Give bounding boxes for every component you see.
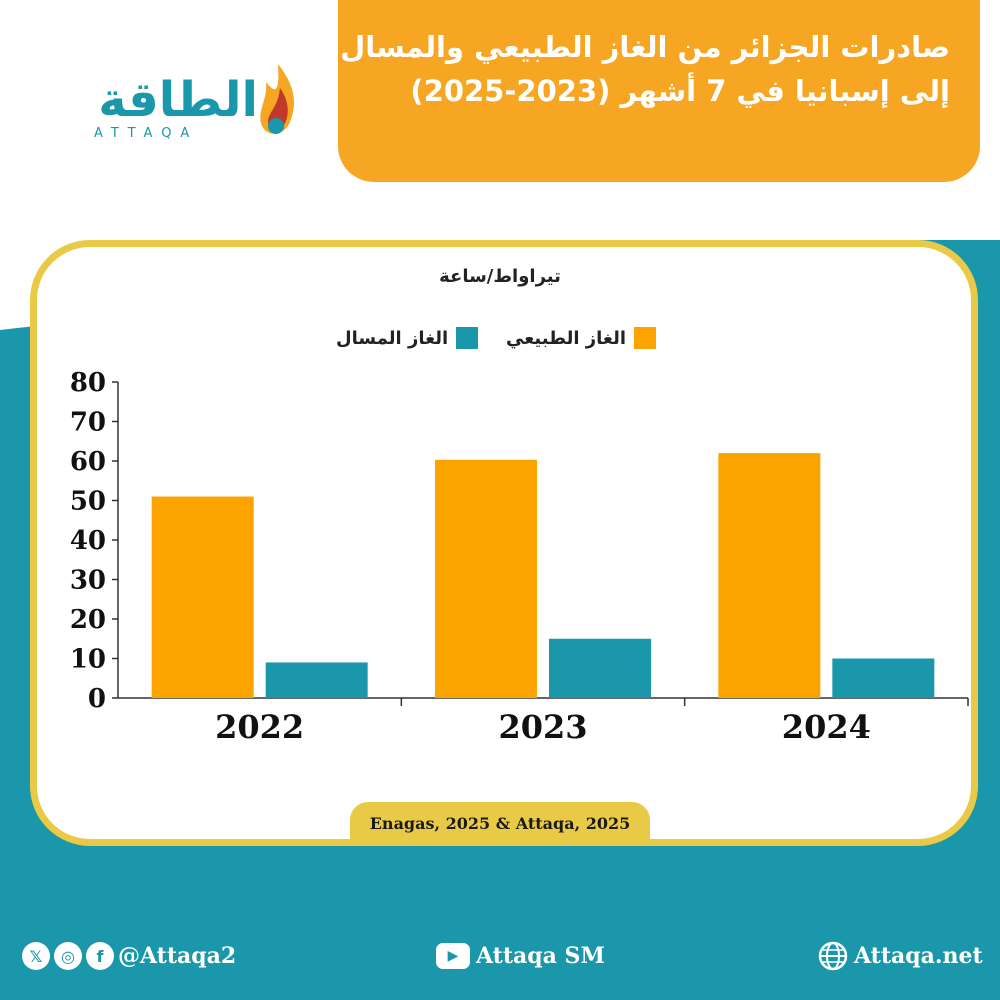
legend-label-lng: الغاز المسال — [336, 327, 449, 349]
source-badge: Enagas, 2025 & Attaqa, 2025 — [350, 802, 650, 844]
instagram-icon[interactable]: ◎ — [54, 942, 82, 970]
x-icon[interactable]: 𝕏 — [22, 942, 50, 970]
website-link[interactable]: Attaqa.net — [854, 943, 983, 969]
x-tick-label: 2022 — [215, 708, 304, 746]
y-tick-label: 50 — [70, 487, 106, 517]
y-tick-label: 70 — [70, 408, 106, 438]
chart-title-line-2: إلى إسبانيا في 7 أشهر (2023-2025) — [410, 74, 950, 108]
legend-swatch-lng — [456, 327, 479, 349]
flame-logo-icon — [260, 64, 294, 134]
bar-lng-2022 — [265, 662, 368, 698]
youtube-icon[interactable]: ▶ — [436, 943, 470, 969]
y-tick-label: 10 — [70, 645, 106, 675]
bar-lng-2024 — [832, 658, 935, 698]
y-tick-label: 0 — [88, 684, 106, 714]
legend-label-natural-gas: الغاز الطبيعي — [506, 327, 627, 349]
y-tick-label: 40 — [70, 526, 106, 556]
y-tick-label: 60 — [70, 447, 106, 477]
legend-item-natural-gas: الغاز الطبيعي — [506, 326, 657, 350]
x-tick-label: 2024 — [782, 708, 871, 746]
bar-natural-gas-2024 — [718, 453, 821, 698]
chart-title-line-1: صادرات الجزائر من الغاز الطبيعي والمسال — [340, 30, 950, 64]
logo-arabic-name: الطاقة — [98, 72, 258, 128]
y-tick-label: 80 — [70, 368, 106, 398]
legend-item-lng: الغاز المسال — [336, 326, 479, 350]
bar-natural-gas-2023 — [435, 459, 537, 698]
globe-icon[interactable] — [818, 941, 848, 971]
facebook-icon[interactable]: f — [86, 942, 114, 970]
brand-logo: الطاقة ATTAQA — [78, 62, 318, 152]
y-axis-unit-label: تيراواط/ساعة — [439, 266, 561, 287]
bar-natural-gas-2022 — [151, 496, 254, 698]
bar-lng-2023 — [549, 638, 651, 698]
footer-youtube: ▶ Attaqa SM — [436, 936, 605, 976]
legend-swatch-natural-gas — [634, 327, 657, 349]
y-tick-label: 30 — [70, 566, 106, 596]
footer-website: Attaqa.net — [818, 936, 983, 976]
title-banner: صادرات الجزائر من الغاز الطبيعي والمسال … — [338, 0, 980, 182]
logo-latin-name: ATTAQA — [94, 126, 199, 141]
social-handle[interactable]: @Attaqa2 — [118, 943, 237, 969]
footer-social: 𝕏 ◎ f @Attaqa2 — [22, 936, 236, 976]
x-tick-label: 2023 — [498, 708, 587, 746]
y-tick-label: 20 — [70, 605, 106, 635]
youtube-channel[interactable]: Attaqa SM — [476, 943, 605, 969]
